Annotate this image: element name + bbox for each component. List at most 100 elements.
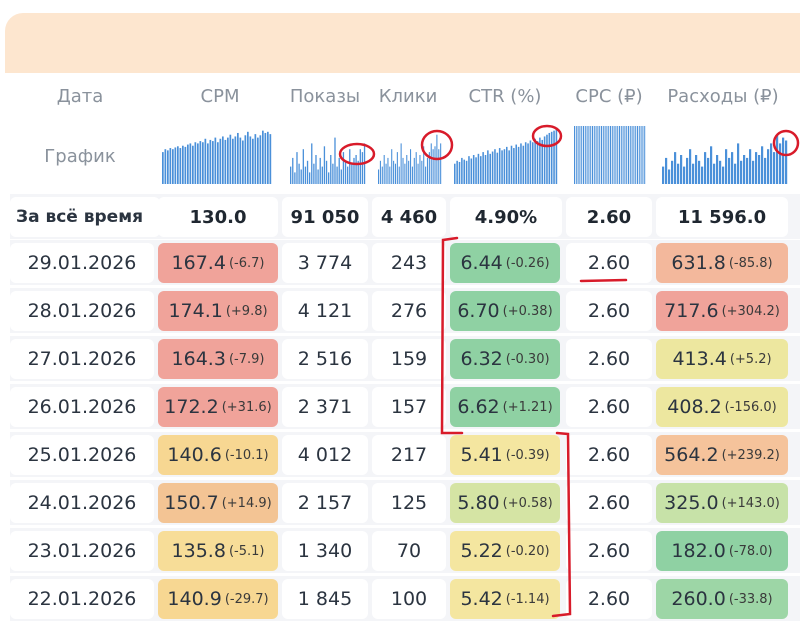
cpm-spark-bar [202,142,204,184]
clicks-spark-bar [415,152,417,184]
cpc-spark-bar [579,126,581,184]
shows-spark-bar [296,152,298,184]
ctr-spark-bar [513,148,515,184]
spend-spark-bar [668,169,671,184]
spend-delta: (-156.0) [724,399,777,415]
shows-spark-bar [323,146,326,184]
spend-spark-bar [785,140,788,184]
ctr-value: 6.70 [457,300,500,322]
clicks-spark-bar [423,146,425,184]
shows-spark-bar [355,155,357,184]
row-spend: 631.8 (-85.8) [656,243,788,283]
spend-spark-bar [686,157,689,184]
cpc-spark-bar [574,126,575,184]
ctr-spark-bar [520,143,522,184]
cpm-spark-bar [197,143,199,184]
cpc-spark-bar [638,126,640,184]
row-spend: 413.4 (+5.2) [656,339,788,379]
row-spend: 717.6 (+304.2) [656,291,788,331]
clicks-spark-bar [400,143,402,184]
cpc-spark-bar [637,126,638,184]
header-ctr[interactable]: CTR (%) [468,86,542,107]
cpc-spark-bar [642,126,644,184]
header-clicks[interactable]: Клики [378,86,438,107]
cpc-spark-bar [631,126,633,184]
spend-delta: (-85.8) [728,255,773,271]
cpm-spark-bar [247,131,249,184]
spend-spark-bar [698,160,701,184]
spend-spark-bar [767,149,770,184]
cpm-spark-bar [234,136,237,184]
header-spend[interactable]: Расходы (₽) [667,86,779,107]
cpm-spark-bar [242,140,244,184]
shows-spark-bar [300,169,302,184]
spend-delta: (+143.0) [721,495,780,511]
clicks-spark-bar [413,157,415,184]
header-shows[interactable]: Показы [289,86,361,107]
header-cpm[interactable]: CPM [200,86,240,107]
cpc-spark-bar [626,126,628,184]
cpm-value: 172.2 [164,396,219,418]
spend-spark-bar [695,155,698,184]
spend-spark-bar [755,152,758,184]
clicks-spark-bar [402,157,404,184]
cpm-spark-bar [219,138,222,184]
spend-spark-bar [740,160,743,184]
cpm-delta: (-5.1) [228,543,265,559]
shows-spark-bar [330,155,332,184]
cpm-value: 164.3 [171,348,226,370]
row-cpm: 140.6 (-10.1) [158,435,278,475]
cpc-spark-bar [611,126,613,184]
cpc-spark-bar [577,126,579,184]
clicks-spark-bar [436,134,438,184]
ctr-spark-bar [503,149,506,184]
ctr-sparkline [454,128,558,184]
clicks-sparkline [378,134,442,184]
cpm-spark-bar [212,141,214,184]
row-clicks: 125 [372,483,446,523]
row-cpc: 2.60 [566,387,652,427]
shows-spark-bar [361,152,364,184]
shows-spark-bar [349,149,351,184]
clicks-spark-bar [408,160,410,184]
cpm-delta: (-7.9) [228,351,265,367]
ctr-spark-bar [506,146,508,184]
ctr-spark-bar [465,160,468,184]
cpc-sparkline [574,126,646,184]
shows-spark-bar [334,137,336,184]
cpc-spark-bar [586,126,588,184]
cpc-spark-bar [633,126,635,184]
shows-spark-bar [342,152,345,184]
row-ctr: 6.70 (+0.38) [450,291,560,331]
cpm-value: 174.1 [168,300,223,322]
cpm-spark-bar [257,137,259,184]
row-ctr: 5.22 (-0.20) [450,531,560,571]
header-cpc[interactable]: CPC (₽) [575,86,643,107]
ctr-spark-bar [456,160,458,184]
shows-spark-bar [363,143,366,184]
row-shows: 4 012 [282,435,368,475]
shows-spark-bar [290,166,292,184]
spend-delta: (-33.8) [728,591,773,607]
clicks-spark-bar [379,160,381,184]
ctr-delta: (-0.26) [505,255,550,271]
row-cpc: 2.60 [566,483,652,523]
shows-spark-bar [309,172,311,184]
shows-spark-bar [294,172,296,184]
spend-delta: (+239.2) [721,447,780,463]
shows-spark-bar [359,149,361,184]
row-cpm: 167.4 (-6.7) [158,243,278,283]
header-date[interactable]: Дата [56,86,104,107]
row-cpm: 140.9 (-29.7) [158,579,278,619]
row-cpm: 164.3 (-7.9) [158,339,278,379]
ctr-spark-bar [461,157,463,184]
ctr-value: 5.22 [460,540,503,562]
row-spend: 408.2 (-156.0) [656,387,788,427]
spend-value: 631.8 [671,252,726,274]
clicks-spark-bar [387,157,389,184]
shows-spark-bar [313,163,315,184]
spend-spark-bar [683,166,686,184]
spend-delta: (+304.2) [721,303,780,319]
row-spend: 260.0 (-33.8) [656,579,788,619]
row-date: 23.01.2026 [10,531,154,571]
